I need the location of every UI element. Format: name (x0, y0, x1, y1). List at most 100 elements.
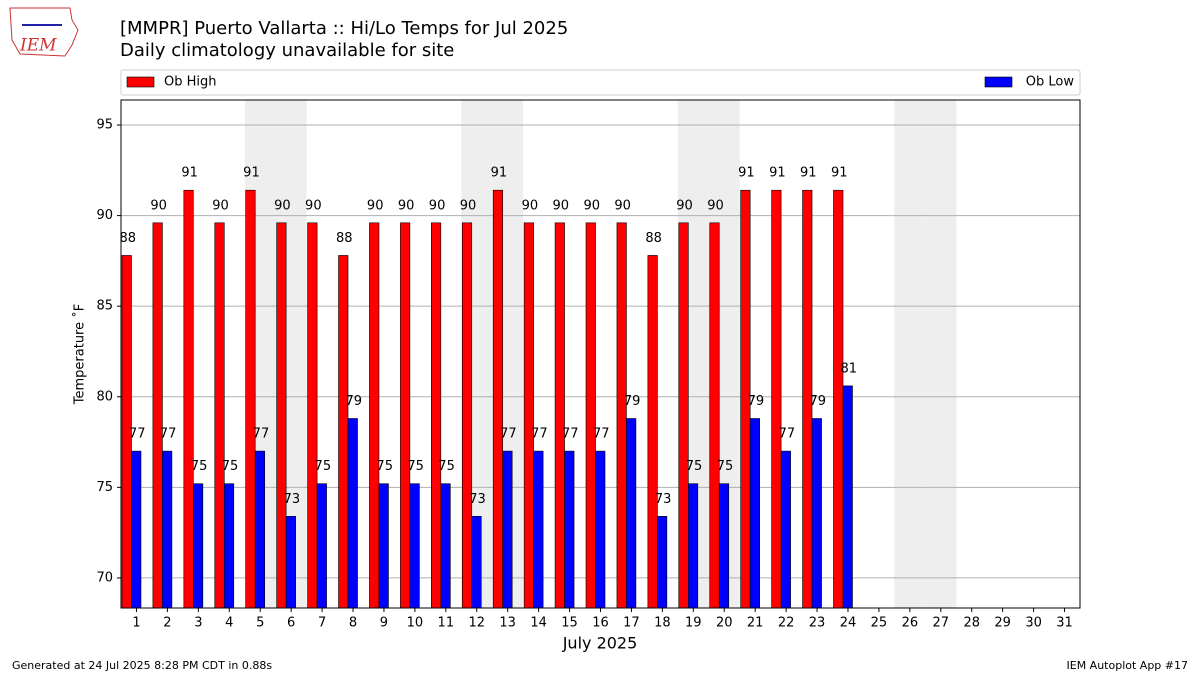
data-label: 90 (707, 198, 724, 213)
data-label: 77 (500, 427, 517, 442)
bar (647, 255, 658, 609)
y-tick-label: 90 (96, 208, 113, 223)
x-tick-label: 1 (132, 616, 140, 631)
data-label: 90 (460, 198, 477, 213)
x-tick-label: 26 (902, 616, 919, 631)
chart-subtitle: Daily climatology unavailable for site (120, 40, 454, 61)
y-tick-label: 85 (96, 299, 113, 314)
data-label: 81 (840, 361, 857, 376)
bar (616, 222, 627, 609)
legend-swatch (126, 76, 155, 88)
data-label: 91 (243, 166, 260, 181)
data-label: 90 (398, 198, 415, 213)
data-label: 75 (191, 459, 208, 474)
bar (245, 189, 256, 609)
data-label: 90 (429, 198, 446, 213)
bar (152, 222, 163, 609)
bar (440, 483, 451, 609)
bar (254, 450, 266, 609)
bar (378, 483, 389, 609)
x-tick-label: 15 (561, 616, 578, 631)
data-label: 88 (645, 231, 662, 246)
bar (718, 483, 730, 609)
y-tick-label: 95 (96, 118, 113, 133)
data-label: 75 (376, 459, 393, 474)
bar (626, 418, 637, 609)
x-tick-label: 13 (499, 616, 516, 631)
x-tick-label: 25 (871, 616, 888, 631)
data-label: 77 (562, 427, 579, 442)
x-tick-label: 3 (194, 616, 202, 631)
bar (842, 385, 853, 609)
data-label: 79 (624, 394, 641, 409)
data-label: 90 (367, 198, 384, 213)
bar (431, 222, 442, 609)
bar (554, 222, 565, 609)
bar (409, 483, 420, 609)
x-tick-label: 4 (225, 616, 233, 631)
bar (585, 222, 596, 609)
x-tick-label: 30 (1025, 616, 1042, 631)
x-tick-label: 27 (933, 616, 950, 631)
data-label: 79 (810, 394, 827, 409)
x-tick-label: 23 (809, 616, 826, 631)
data-label: 75 (407, 459, 424, 474)
bar (223, 483, 235, 609)
x-tick-label: 14 (530, 616, 547, 631)
bar (347, 418, 358, 609)
data-label: 77 (160, 427, 177, 442)
bar (771, 189, 782, 609)
bar (338, 255, 349, 609)
x-tick-label: 16 (592, 616, 609, 631)
data-label: 90 (553, 198, 570, 213)
bar (131, 450, 142, 609)
data-label: 77 (253, 427, 270, 442)
data-label: 75 (438, 459, 455, 474)
weekend-shade (894, 100, 926, 608)
data-label: 91 (181, 166, 198, 181)
data-label: 77 (129, 427, 146, 442)
data-label: 88 (336, 231, 353, 246)
data-label: 73 (284, 492, 301, 507)
x-tick-label: 20 (716, 616, 733, 631)
x-tick-label: 24 (840, 616, 857, 631)
legend-label: Ob Low (1026, 75, 1075, 90)
x-axis-label: July 2025 (562, 634, 638, 653)
legend-box (120, 69, 1081, 96)
bar (492, 189, 503, 609)
x-tick-label: 21 (747, 616, 764, 631)
logo: IEM (9, 7, 79, 57)
x-tick-label: 22 (778, 616, 795, 631)
y-tick-label: 80 (96, 389, 113, 404)
bar (400, 222, 411, 609)
bar (780, 450, 791, 609)
footer-right: IEM Autoplot App #17 (1067, 659, 1189, 672)
data-label: 90 (150, 198, 167, 213)
x-tick-label: 12 (468, 616, 485, 631)
data-label: 91 (769, 166, 786, 181)
x-tick-label: 8 (349, 616, 357, 631)
bar (162, 450, 173, 609)
x-tick-label: 2 (163, 616, 171, 631)
bar (214, 222, 225, 609)
logo-outline (9, 7, 79, 57)
bar (749, 418, 760, 609)
bar (502, 450, 513, 609)
x-tick-label: 17 (623, 616, 640, 631)
bar (811, 418, 822, 609)
bar (471, 516, 482, 609)
bar (678, 222, 689, 609)
bar (657, 516, 668, 609)
y-tick-label: 75 (96, 480, 113, 495)
chart-title: [MMPR] Puerto Vallarta :: Hi/Lo Temps fo… (120, 18, 568, 39)
data-label: 75 (222, 459, 239, 474)
y-tick-label: 70 (96, 570, 113, 585)
data-label: 79 (748, 394, 765, 409)
data-label: 90 (522, 198, 539, 213)
x-tick-label: 7 (318, 616, 326, 631)
bar (183, 189, 194, 609)
legend-swatch (984, 76, 1013, 88)
plot-frame (120, 99, 1081, 609)
bar (595, 450, 606, 609)
data-label: 73 (469, 492, 486, 507)
